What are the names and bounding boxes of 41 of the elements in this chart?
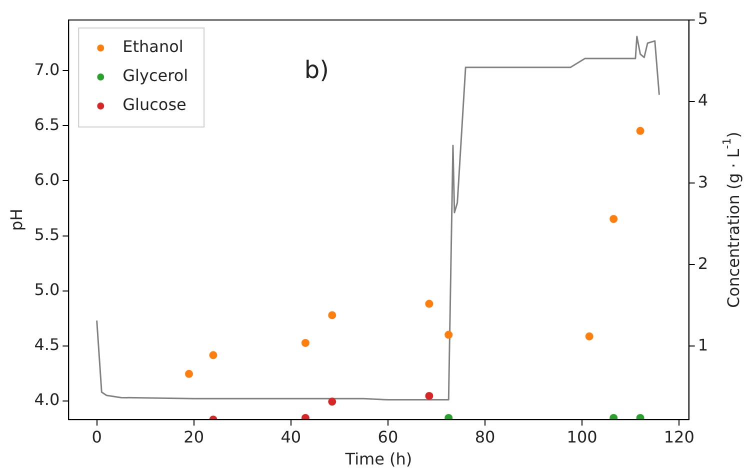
x-axis-title: Time (h) xyxy=(344,450,412,469)
point xyxy=(328,311,336,320)
point xyxy=(184,370,193,378)
point xyxy=(209,351,218,360)
point xyxy=(585,332,594,340)
point xyxy=(444,330,453,339)
annotation: b) xyxy=(304,56,330,84)
y2-tick-label: 2 xyxy=(698,254,708,273)
y-tick-label: 5.5 xyxy=(34,224,60,244)
y-axis-title: pH xyxy=(6,208,26,231)
legend-label: Ethanol xyxy=(122,37,184,56)
point xyxy=(425,392,434,400)
x-tick-label: 60 xyxy=(378,427,398,446)
y-tick-label: 6.5 xyxy=(34,114,60,134)
y-tick-label: 7.0 xyxy=(34,60,60,79)
y2-axis-title: Concentration (g · L-1) xyxy=(720,132,743,308)
point xyxy=(328,398,336,406)
x-tick-label: 120 xyxy=(664,427,694,446)
point xyxy=(610,414,618,420)
y2-tick-label: 4 xyxy=(698,90,708,110)
y2-tick-label: 1 xyxy=(698,335,708,354)
x-tick-label: 40 xyxy=(280,427,302,446)
x-tick-label: 100 xyxy=(566,427,598,446)
y2-tick-label: 3 xyxy=(698,172,708,192)
point xyxy=(444,414,453,420)
legend-label: Glucose xyxy=(122,95,186,114)
point xyxy=(610,214,618,223)
x-tick-label: 0 xyxy=(92,427,102,446)
y-tick-label: 6.0 xyxy=(34,170,60,189)
point xyxy=(636,126,644,135)
x-tick-label: 80 xyxy=(474,427,496,446)
y-tick-label: 4.5 xyxy=(34,335,60,354)
point xyxy=(425,300,434,308)
x-tick-label: 20 xyxy=(184,427,204,446)
y2-tick-label: 5 xyxy=(698,9,708,28)
legend-label: Glycerol xyxy=(122,66,188,86)
y-tick-label: 5.0 xyxy=(34,280,60,299)
y-tick-label: 4.0 xyxy=(34,390,60,410)
point xyxy=(301,338,310,347)
point xyxy=(301,414,310,420)
point xyxy=(636,414,644,420)
